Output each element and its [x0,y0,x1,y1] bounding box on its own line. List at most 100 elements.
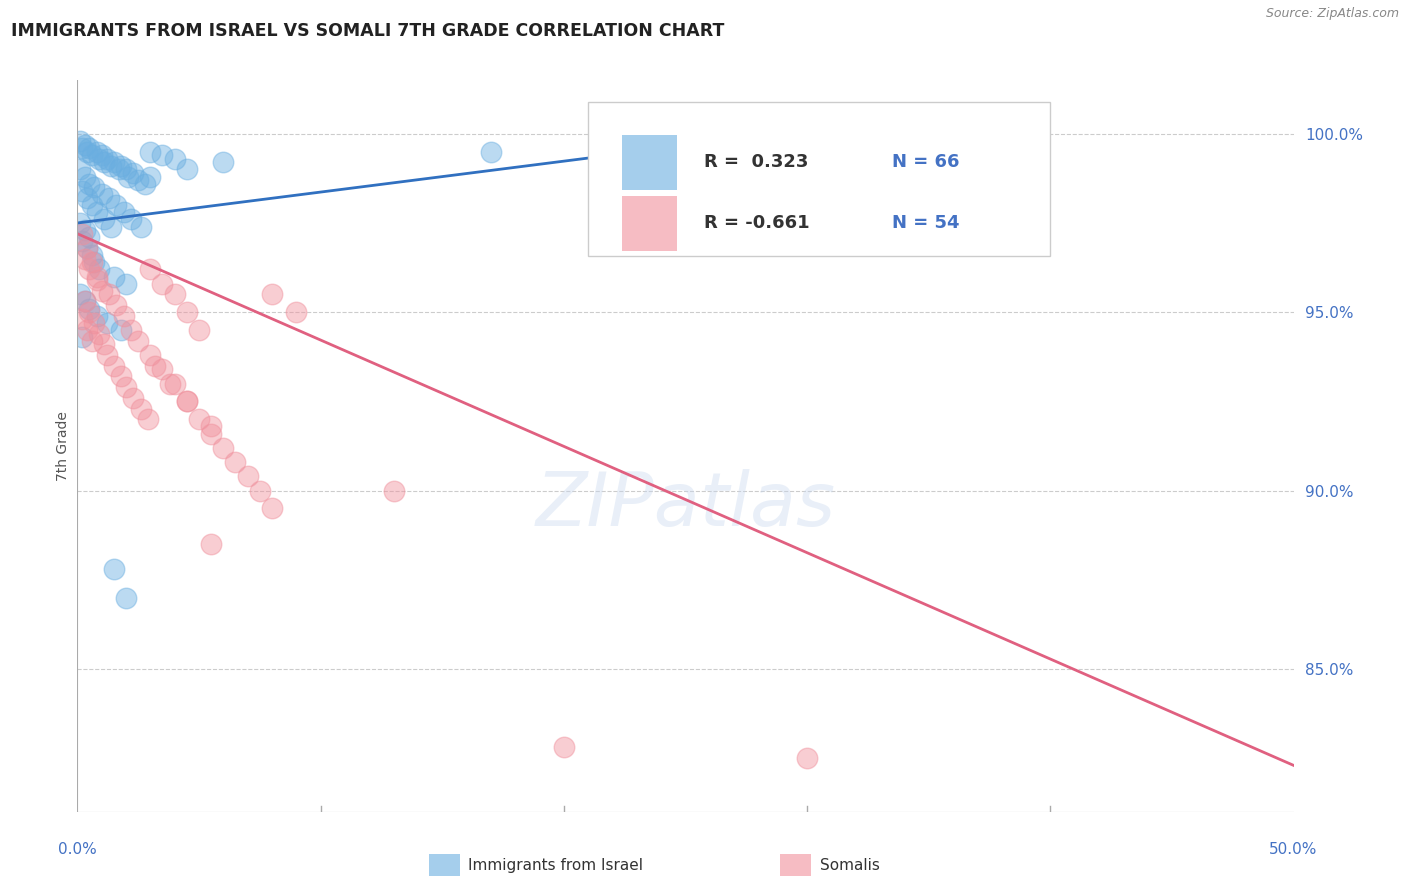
Point [188,412,211,426]
Point [69,287,91,301]
Point [152,362,174,376]
Point [675,141,697,155]
Point [134,177,156,191]
FancyBboxPatch shape [588,103,1050,256]
Point [224,455,246,469]
Point [69,134,91,148]
Y-axis label: 7th Grade: 7th Grade [56,411,70,481]
Point [83,316,105,330]
Point [152,277,174,291]
Point [285,305,308,319]
Point [79,301,101,316]
Point [80,248,103,262]
Point [93,212,115,227]
Point [105,198,128,212]
Point [70,141,93,155]
Point [163,376,186,391]
Point [759,137,782,152]
Point [80,198,103,212]
Point [90,148,112,162]
Point [100,159,122,173]
Point [90,284,112,298]
Point [120,323,142,337]
Point [76,241,98,255]
Point [212,155,235,169]
Point [70,312,93,326]
Point [188,323,211,337]
Point [176,305,198,319]
Point [115,277,138,291]
Point [79,262,101,277]
Text: Immigrants from Israel: Immigrants from Israel [468,858,643,872]
Point [212,441,235,455]
Point [83,255,105,269]
Point [69,216,91,230]
Point [139,262,162,277]
Point [139,169,162,184]
Point [139,348,162,362]
Point [200,426,222,441]
Point [110,323,132,337]
Point [479,145,502,159]
Point [103,155,125,169]
Point [86,309,108,323]
Point [115,162,138,177]
Point [76,323,98,337]
Point [176,162,198,177]
Point [112,205,135,219]
Point [73,294,96,309]
Point [96,152,118,166]
Point [127,173,149,187]
Point [103,269,125,284]
Point [79,305,101,319]
Point [139,145,162,159]
Point [80,148,103,162]
Point [152,148,174,162]
Point [103,562,125,576]
Point [76,191,98,205]
Point [79,230,101,244]
Point [80,255,103,269]
Point [120,212,142,227]
Point [176,394,198,409]
Point [97,191,120,205]
Point [103,359,125,373]
Point [73,294,96,309]
Point [127,334,149,348]
Point [112,309,135,323]
Point [117,169,139,184]
Point [143,359,166,373]
Point [73,252,96,266]
Point [107,162,129,177]
Point [76,145,98,159]
Point [70,184,93,198]
Point [163,287,186,301]
Point [200,419,222,434]
Point [73,223,96,237]
Text: Somalis: Somalis [820,858,880,872]
Point [115,380,138,394]
Point [79,177,101,191]
Point [89,326,111,341]
Text: 50.0%: 50.0% [1270,842,1317,856]
Text: R = -0.661: R = -0.661 [703,214,810,233]
Point [236,469,259,483]
Point [97,287,120,301]
Text: N = 66: N = 66 [893,153,960,171]
Point [93,155,115,169]
Point [796,751,818,765]
Point [73,137,96,152]
Text: IMMIGRANTS FROM ISRAEL VS SOMALI 7TH GRADE CORRELATION CHART: IMMIGRANTS FROM ISRAEL VS SOMALI 7TH GRA… [11,22,724,40]
Point [200,537,222,551]
Point [553,740,575,755]
Point [249,483,271,498]
Point [70,330,93,344]
Point [70,234,93,248]
Point [96,316,118,330]
Point [796,134,818,148]
Point [382,483,405,498]
Text: ZIPatlas: ZIPatlas [536,468,835,541]
Point [136,412,159,426]
Point [90,187,112,202]
Point [86,205,108,219]
